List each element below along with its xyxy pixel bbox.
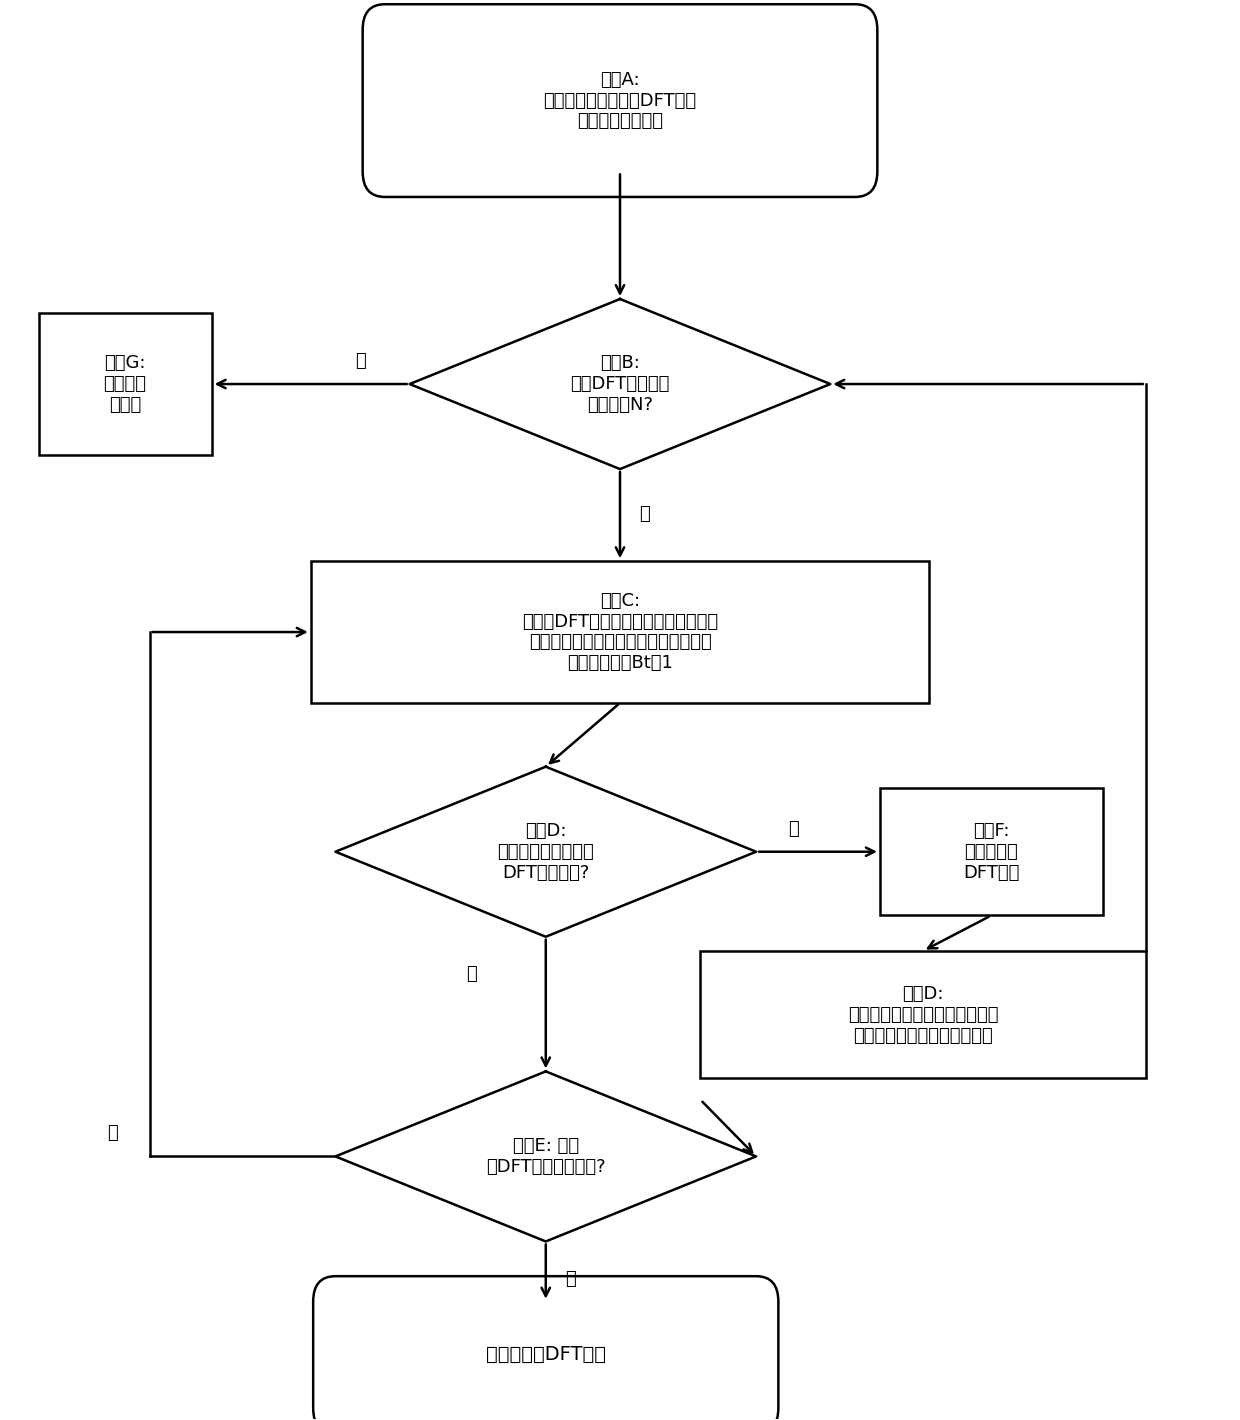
Text: 是: 是 [640, 504, 650, 523]
Text: 步骤E: 当前
级DFT运算是否结束?: 步骤E: 当前 级DFT运算是否结束? [486, 1137, 605, 1176]
FancyBboxPatch shape [701, 951, 1146, 1078]
Text: 否: 否 [355, 352, 366, 369]
Text: 否: 否 [108, 1125, 118, 1142]
FancyBboxPatch shape [314, 1277, 779, 1420]
FancyBboxPatch shape [880, 788, 1102, 916]
Polygon shape [336, 767, 756, 937]
FancyBboxPatch shape [362, 4, 878, 197]
Text: 步骤G:
最后一级
的处理: 步骤G: 最后一级 的处理 [104, 354, 146, 413]
Polygon shape [336, 1072, 756, 1241]
Text: 是: 是 [787, 819, 799, 838]
Text: 步骤A:
初始化，并为第一级DFT运算
产生整序读数地址: 步骤A: 初始化，并为第一级DFT运算 产生整序读数地址 [543, 71, 697, 131]
Text: 结束当前级DFT运算: 结束当前级DFT运算 [486, 1345, 606, 1365]
Text: 步骤D:
是否满足启动下一级
DFT运算条件?: 步骤D: 是否满足启动下一级 DFT运算条件? [497, 822, 594, 882]
Polygon shape [409, 300, 831, 469]
FancyBboxPatch shape [38, 314, 212, 454]
Text: 步骤B:
当前DFT运算级数
是否小于N?: 步骤B: 当前DFT运算级数 是否小于N? [570, 354, 670, 413]
Text: 否: 否 [466, 966, 477, 983]
Text: 是: 是 [565, 1269, 575, 1288]
FancyBboxPatch shape [311, 561, 929, 703]
Text: 步骤F:
启动下一级
DFT运算: 步骤F: 启动下一级 DFT运算 [963, 822, 1019, 882]
Text: 步骤D:
切换蝶形运算结果存储位置，使
后续结果存储于另一中间缓存: 步骤D: 切换蝶形运算结果存储位置，使 后续结果存储于另一中间缓存 [848, 985, 998, 1045]
Text: 步骤C:
当前级DFT运算读数并进行蝶形运算，
将蝶形运算结果存储于一中间缓存，蝶
形运算计数器Bt加1: 步骤C: 当前级DFT运算读数并进行蝶形运算， 将蝶形运算结果存储于一中间缓存，… [522, 592, 718, 672]
